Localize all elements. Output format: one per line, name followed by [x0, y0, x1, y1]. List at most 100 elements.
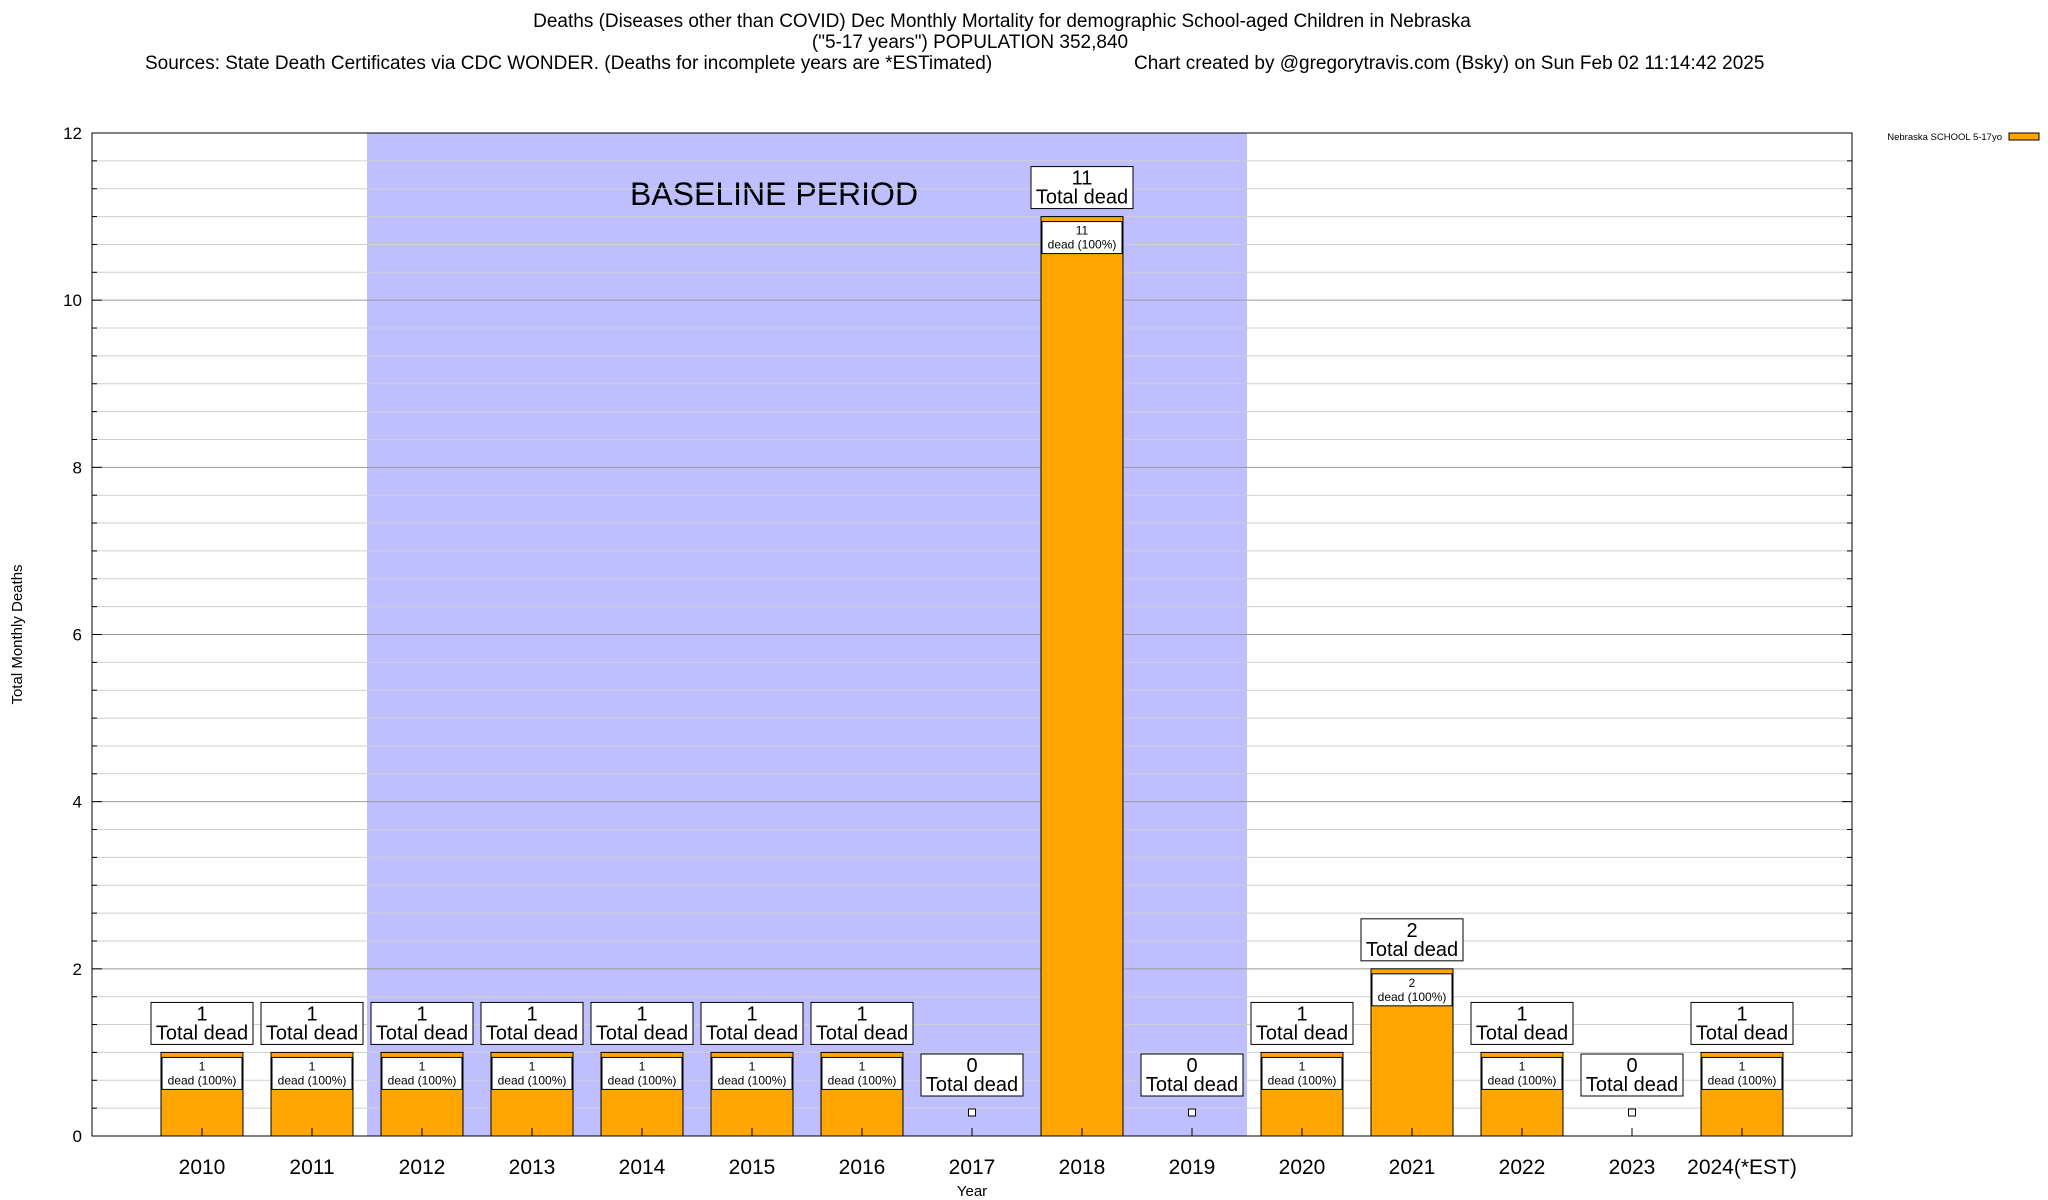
y-tick-label: 10	[63, 291, 82, 310]
total-value-label: 1	[306, 1003, 317, 1025]
x-tick-label: 2018	[1059, 1156, 1106, 1179]
segment-value-label: 1	[309, 1059, 316, 1073]
total-value-label: 1	[636, 1003, 647, 1025]
segment-text-label: dead (100%)	[608, 1073, 677, 1087]
total-text-label: Total dead	[376, 1022, 468, 1044]
segment-value-label: 1	[199, 1059, 206, 1073]
segment-text-label: dead (100%)	[1378, 990, 1447, 1004]
total-text-label: Total dead	[926, 1074, 1018, 1096]
total-value-label: 11	[1072, 168, 1093, 190]
segment-label-box	[821, 1056, 903, 1090]
zero-marker	[1628, 1108, 1636, 1117]
total-text-label: Total dead	[1586, 1074, 1678, 1096]
segment-value-label: 1	[749, 1059, 756, 1073]
total-text-label: Total dead	[266, 1022, 358, 1044]
x-tick-label: 2019	[1169, 1156, 1216, 1179]
total-text-label: Total dead	[706, 1022, 798, 1044]
x-tick-label: 2015	[729, 1156, 776, 1179]
total-value-label: 1	[1516, 1003, 1527, 1025]
legend: Nebraska SCHOOL 5-17yo	[1887, 132, 2040, 143]
segment-value-label: 1	[529, 1059, 536, 1073]
x-tick-label: 2022	[1499, 1156, 1546, 1179]
x-axis-label: Year	[957, 1183, 987, 1200]
x-tick-label: 2021	[1389, 1156, 1436, 1179]
total-value-label: 1	[746, 1003, 757, 1025]
x-tick-label: 2014	[619, 1156, 666, 1179]
y-tick-label: 2	[73, 960, 82, 979]
total-value-label: 1	[856, 1003, 867, 1025]
total-text-label: Total dead	[1036, 187, 1128, 209]
total-text-label: Total dead	[1146, 1074, 1238, 1096]
segment-value-label: 1	[1519, 1059, 1526, 1073]
y-tick-label: 4	[73, 793, 82, 812]
x-tick-label: 2023	[1609, 1156, 1656, 1179]
segment-label-box	[1701, 1056, 1783, 1090]
total-label-box	[1030, 166, 1134, 210]
y-axis-label: Total Monthly Deaths	[9, 564, 26, 704]
total-text-label: Total dead	[1696, 1022, 1788, 1044]
segment-label-box	[1261, 1056, 1343, 1090]
segment-value-label: 11	[1076, 224, 1089, 238]
y-tick-label: 12	[63, 124, 82, 143]
segment-text-label: dead (100%)	[1268, 1073, 1337, 1087]
segment-value-label: 1	[859, 1059, 866, 1073]
total-text-label: Total dead	[156, 1022, 248, 1044]
total-label-box	[810, 1001, 914, 1045]
y-tick-label: 0	[73, 1127, 82, 1146]
legend-label: Nebraska SCHOOL 5-17yo	[1887, 132, 2002, 143]
total-value-label: 1	[1296, 1003, 1307, 1025]
segment-label-box	[381, 1056, 463, 1090]
total-value-label: 2	[1406, 920, 1417, 942]
segment-value-label: 1	[639, 1059, 646, 1073]
total-label-box	[260, 1001, 364, 1045]
segment-label-box	[1371, 973, 1453, 1007]
x-tick-label: 2011	[289, 1156, 334, 1179]
segment-text-label: dead (100%)	[1708, 1073, 1777, 1087]
segment-text-label: dead (100%)	[1048, 238, 1117, 252]
segment-value-label: 1	[419, 1059, 426, 1073]
x-tick-label: 2020	[1279, 1156, 1326, 1179]
total-value-label: 1	[1736, 1003, 1747, 1025]
total-value-label: 0	[1626, 1055, 1637, 1077]
segment-value-label: 1	[1299, 1059, 1306, 1073]
total-label-box	[920, 1053, 1024, 1097]
total-text-label: Total dead	[596, 1022, 688, 1044]
segment-text-label: dead (100%)	[498, 1073, 567, 1087]
total-text-label: Total dead	[486, 1022, 578, 1044]
total-label-box	[1690, 1001, 1794, 1045]
x-tick-label: 2010	[179, 1156, 226, 1179]
x-tick-label: 2013	[509, 1156, 556, 1179]
bar	[1040, 216, 1124, 1137]
total-label-box	[590, 1001, 694, 1045]
total-text-label: Total dead	[1366, 939, 1458, 961]
total-label-box	[1360, 918, 1464, 962]
baseline-label: BASELINE PERIOD	[630, 176, 918, 212]
segment-label-box	[711, 1056, 793, 1090]
total-value-label: 1	[526, 1003, 537, 1025]
zero-marker	[1188, 1108, 1196, 1117]
total-label-box	[1140, 1053, 1244, 1097]
total-value-label: 0	[1186, 1055, 1197, 1077]
total-label-box	[1580, 1053, 1684, 1097]
total-label-box	[370, 1001, 474, 1045]
x-tick-label: 2016	[839, 1156, 886, 1179]
total-label-box	[480, 1001, 584, 1045]
total-text-label: Total dead	[1256, 1022, 1348, 1044]
x-tick-label: 2024(*EST)	[1687, 1156, 1797, 1179]
y-tick-label: 8	[73, 458, 82, 477]
segment-label-box	[161, 1056, 243, 1090]
segment-text-label: dead (100%)	[388, 1073, 457, 1087]
y-tick-label: 6	[73, 626, 82, 645]
segment-text-label: dead (100%)	[278, 1073, 347, 1087]
total-value-label: 1	[196, 1003, 207, 1025]
chart-credit: Chart created by @gregorytravis.com (Bsk…	[1134, 53, 1765, 74]
legend-swatch	[2008, 132, 2040, 141]
total-value-label: 1	[416, 1003, 427, 1025]
segment-text-label: dead (100%)	[168, 1073, 237, 1087]
x-tick-label: 2017	[949, 1156, 996, 1179]
segment-text-label: dead (100%)	[1488, 1073, 1557, 1087]
chart-subtitle: ("5-17 years") POPULATION 352,840	[811, 32, 1129, 53]
